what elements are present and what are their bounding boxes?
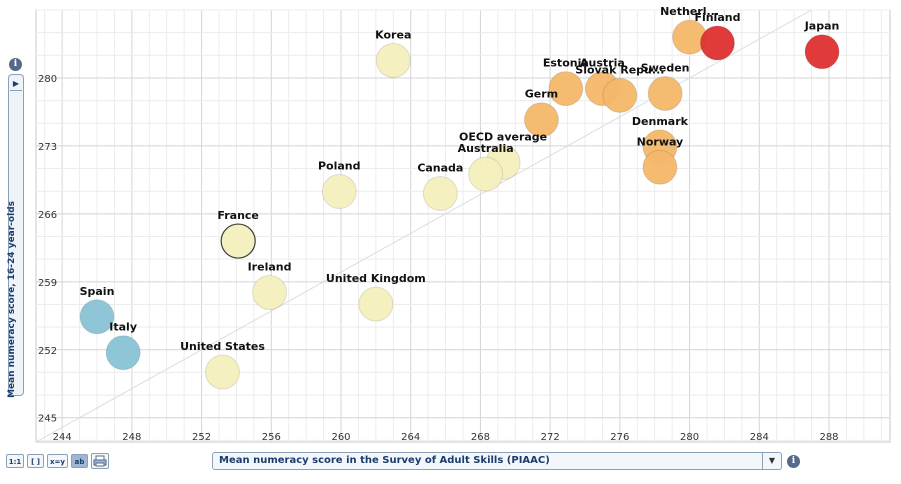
x-axis-selector[interactable]: Mean numeracy score in the Survey of Adu… [212,452,782,470]
data-point [204,354,240,390]
x-tick-label: 280 [680,432,699,443]
chevron-down-icon[interactable]: ▼ [762,453,781,469]
data-point [468,156,504,192]
data-label: Spain [80,285,115,298]
data-label: France [217,209,258,222]
data-point [358,286,394,322]
data-point [252,274,288,310]
data-label: Estonia [543,57,589,70]
x-tick-label: 256 [262,432,281,443]
data-label: United States [180,340,265,353]
x-equals-y-line [35,9,812,443]
x-axis-info-icon[interactable]: i [787,455,800,468]
data-label: Netherl... [660,5,719,18]
y-tick-label: 280 [38,74,57,85]
data-point [699,25,735,61]
x-tick-label: 276 [610,432,629,443]
x-tick-label: 252 [192,432,211,443]
y-axis-selector[interactable] [8,74,24,396]
data-point [220,223,256,259]
data-label: Austria [580,57,625,70]
data-point [548,71,584,107]
y-axis-title: Mean numeracy score, 16-24 year-olds [7,201,17,398]
x-tick-label: 288 [819,432,838,443]
play-icon[interactable]: ▶ [10,78,22,91]
x-tick-label: 260 [331,432,350,443]
data-point [804,34,840,70]
y-tick-label: 273 [38,142,57,153]
data-point [375,42,411,78]
data-label: Korea [375,28,411,41]
data-label: Ireland [248,260,292,273]
scale-1-1-button[interactable]: 1:1 [6,454,24,468]
x-tick-label: 248 [122,432,141,443]
print-icon[interactable] [91,453,109,469]
data-label: Germ [525,88,558,101]
labels-toggle-button[interactable]: ab [71,454,88,468]
x-equals-y-button[interactable]: x=y [47,454,68,468]
data-label: OECD average [459,130,547,143]
y-tick-label: 266 [38,210,57,221]
data-label: Denmark [632,115,689,128]
data-point [79,299,115,335]
data-point [105,335,141,371]
data-point [647,75,683,111]
data-label: Slovak Repu... [575,63,664,76]
data-label: Italy [109,321,137,334]
y-tick-label: 259 [38,278,57,289]
y-axis-info-icon[interactable]: i [9,58,22,71]
data-label: Sweden [641,61,690,74]
data-label: United Kingdom [326,272,426,285]
x-tick-label: 268 [471,432,490,443]
data-label: Poland [318,160,361,173]
y-tick-label: 245 [38,414,57,425]
fit-bounds-button[interactable]: [ ] [27,454,44,468]
x-tick-label: 284 [750,432,769,443]
y-tick-label: 252 [38,346,57,357]
x-tick-label: 272 [541,432,560,443]
data-label: Australia [458,142,514,155]
data-label: Norway [637,135,684,148]
data-label: Canada [417,161,463,174]
x-tick-label: 264 [401,432,420,443]
data-point [642,149,678,185]
data-label: Japan [804,20,840,33]
x-axis-title: Mean numeracy score in the Survey of Adu… [219,455,550,466]
data-point [321,174,357,210]
data-label: Finland [694,11,740,24]
x-tick-label: 244 [53,432,72,443]
data-point [602,77,638,113]
data-point [422,175,458,211]
data-point [523,102,559,138]
